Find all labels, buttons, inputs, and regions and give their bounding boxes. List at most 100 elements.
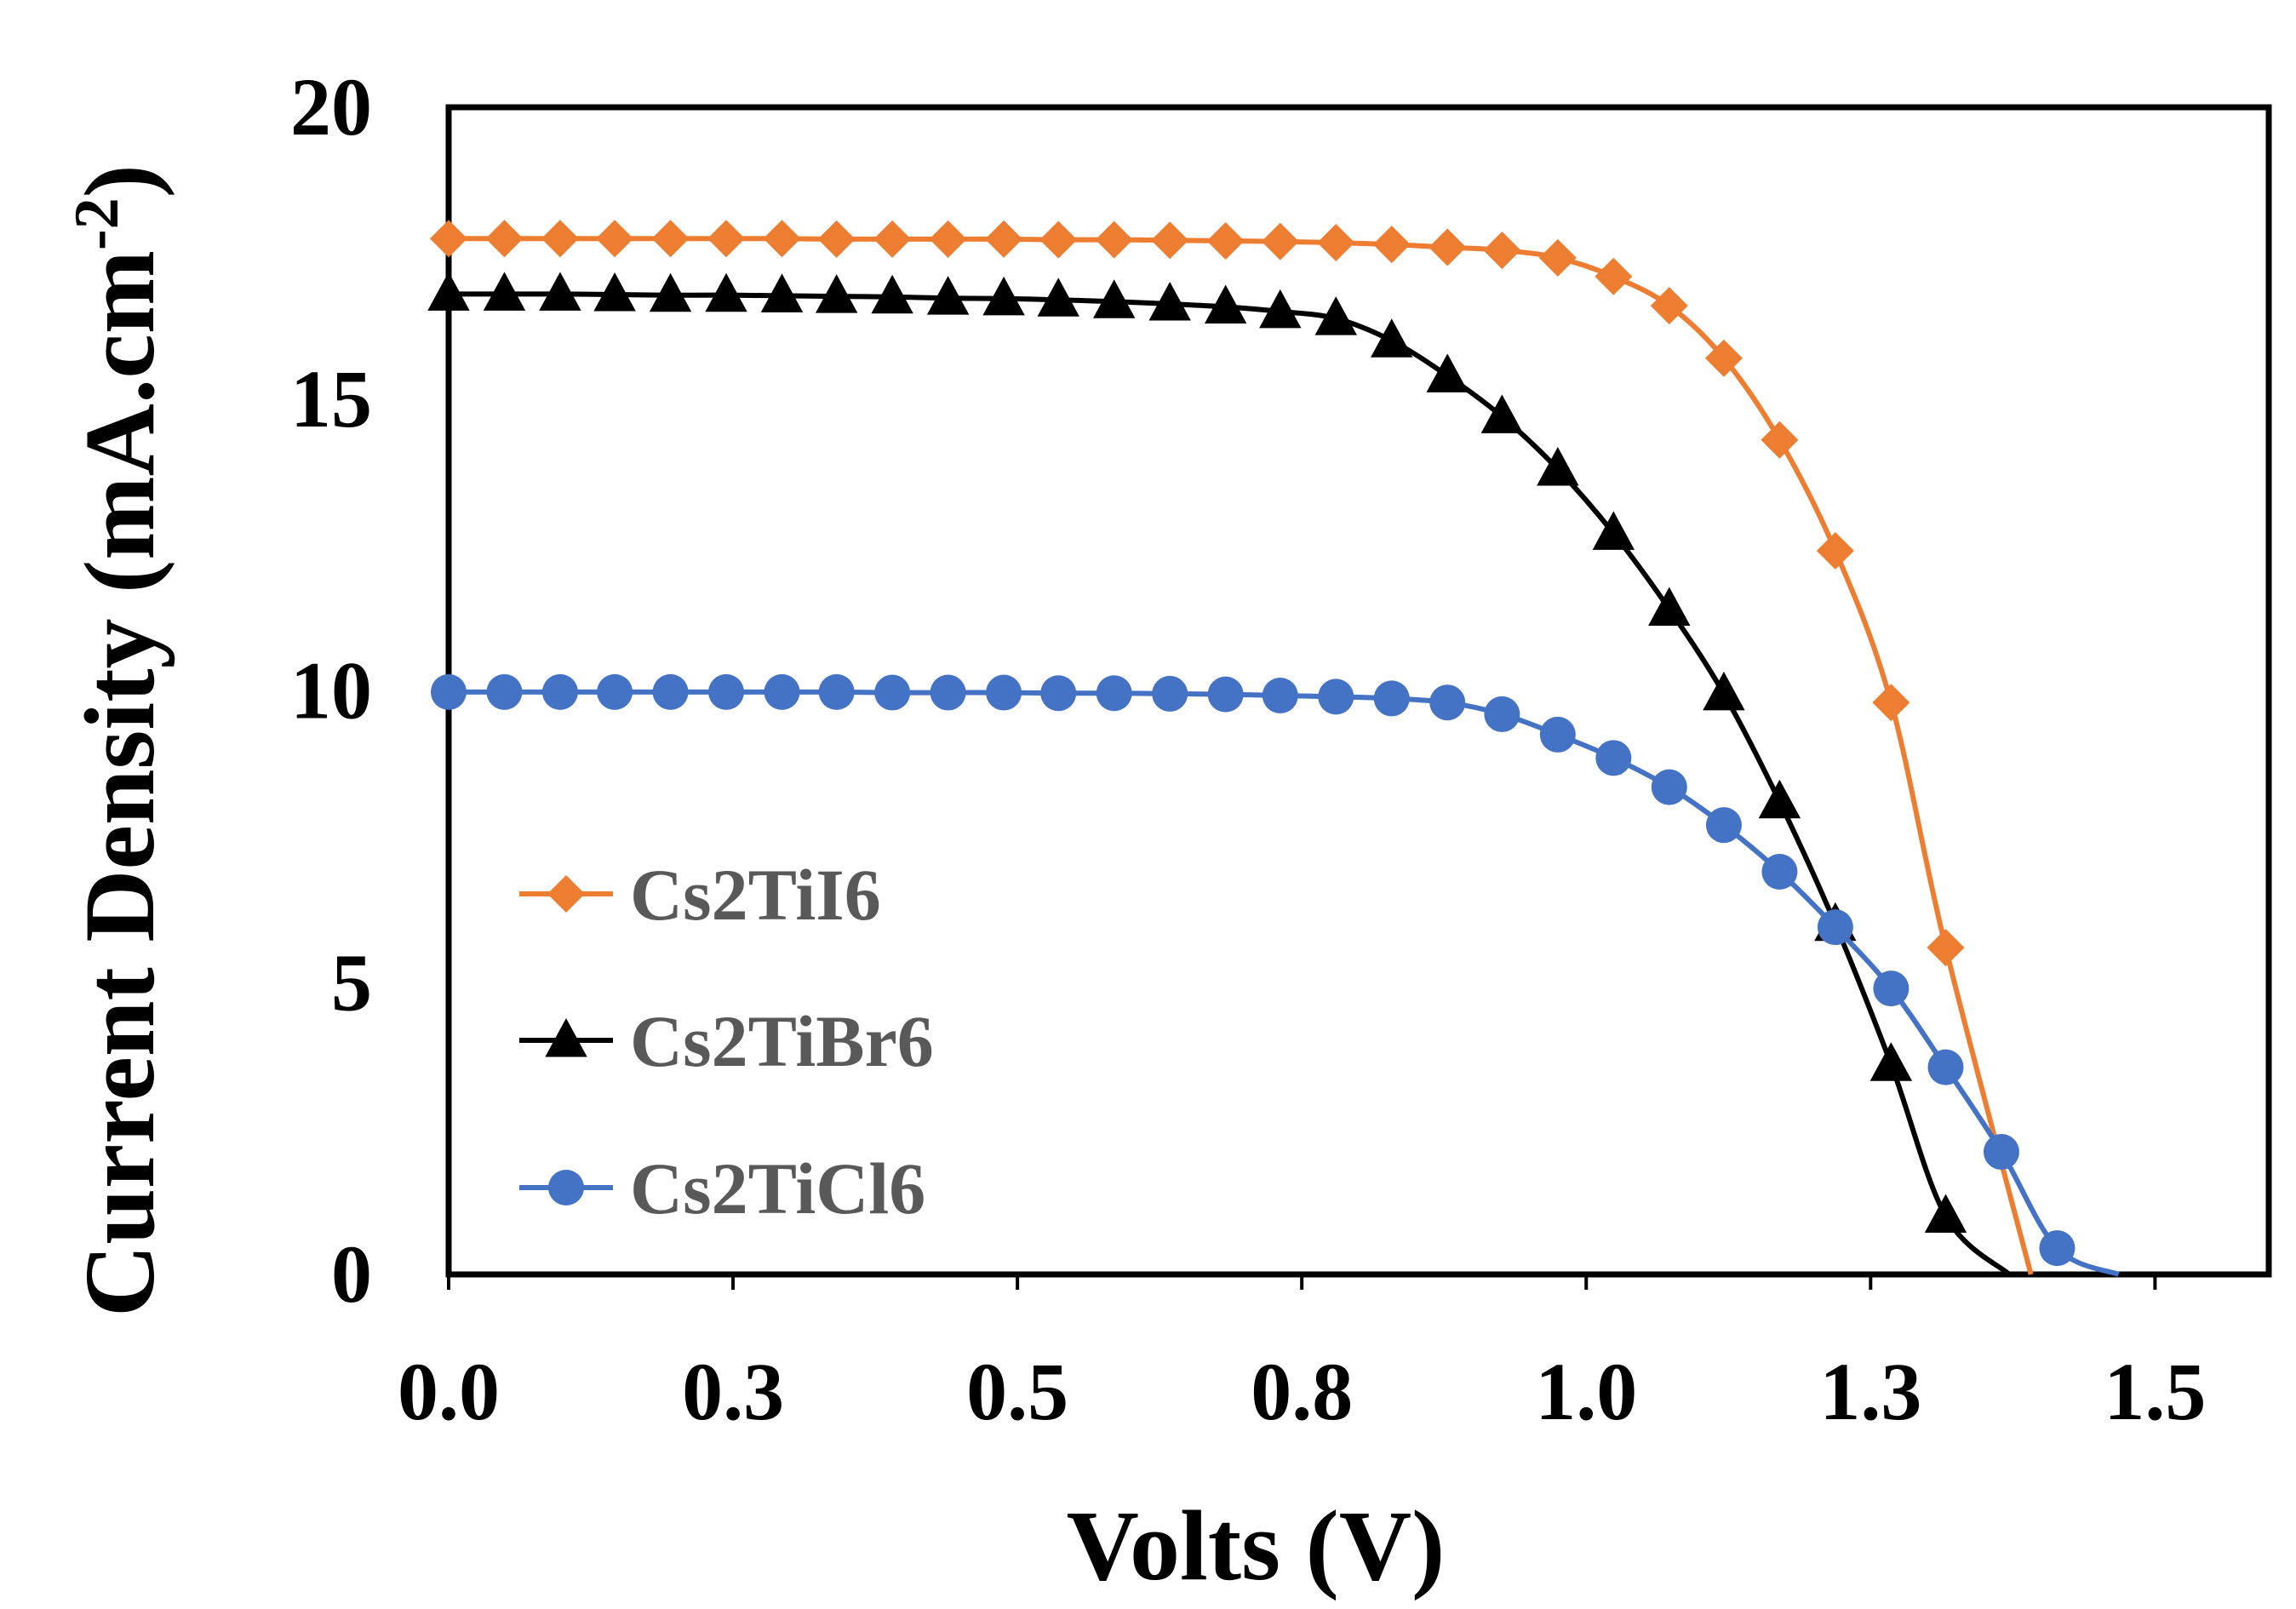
data-point-cs2ticl6 <box>1705 807 1742 844</box>
data-point-cs2tibr6 <box>926 276 970 315</box>
x-tick-label: 1.5 <box>2104 1346 2206 1437</box>
y-tick-label: 0 <box>331 1228 372 1320</box>
data-point-cs2tii6 <box>1816 531 1854 570</box>
data-point-cs2tibr6 <box>427 272 470 311</box>
data-point-cs2ticl6 <box>1927 1049 1964 1085</box>
data-point-cs2tibr6 <box>1314 296 1357 335</box>
data-point-cs2tii6 <box>873 220 912 258</box>
data-point-cs2ticl6 <box>1373 680 1410 717</box>
data-point-cs2tibr6 <box>1758 779 1801 819</box>
data-point-cs2ticl6 <box>1429 684 1466 721</box>
x-tick-label: 0.0 <box>398 1346 500 1437</box>
legend-marker-cs2ticl6 <box>548 1170 584 1205</box>
data-point-cs2tii6 <box>1595 257 1633 295</box>
data-point-cs2tibr6 <box>1093 279 1136 318</box>
data-point-cs2ticl6 <box>1873 971 1910 1007</box>
x-tick-label: 1.0 <box>1535 1346 1637 1437</box>
data-point-cs2tii6 <box>596 220 634 258</box>
data-point-cs2ticl6 <box>1817 909 1853 946</box>
data-point-cs2ticl6 <box>818 673 855 710</box>
data-point-cs2tii6 <box>1761 421 1799 459</box>
data-point-cs2tibr6 <box>1426 353 1469 392</box>
x-tick-label: 0.8 <box>1251 1346 1353 1437</box>
legend-label-cs2tibr6: Cs2TiBr6 <box>630 1000 934 1082</box>
data-point-cs2tibr6 <box>1648 587 1691 627</box>
data-point-cs2ticl6 <box>652 673 689 710</box>
data-point-cs2ticl6 <box>2039 1230 2076 1267</box>
data-point-cs2ticl6 <box>1262 677 1298 713</box>
data-point-cs2ticl6 <box>1484 696 1520 732</box>
data-point-cs2tii6 <box>985 220 1023 258</box>
data-point-cs2tii6 <box>707 220 746 258</box>
legend-marker-cs2tibr6 <box>545 1018 587 1057</box>
x-axis-title: Volts (V) <box>1067 1490 1446 1601</box>
data-point-cs2tii6 <box>1372 226 1411 264</box>
data-point-cs2ticl6 <box>930 674 966 711</box>
data-point-cs2ticl6 <box>431 673 467 710</box>
data-point-cs2tii6 <box>1039 220 1078 259</box>
data-point-cs2tibr6 <box>1924 1194 1967 1233</box>
y-tick-label: 20 <box>290 61 372 152</box>
data-point-cs2ticl6 <box>1983 1134 2019 1171</box>
y-axis-title: Current Density (mA.cm-2) <box>62 164 175 1317</box>
data-point-cs2ticl6 <box>1595 740 1632 776</box>
data-point-cs2ticl6 <box>1096 675 1132 712</box>
y-axis-title-superscript: -2 <box>62 198 132 250</box>
data-point-cs2tibr6 <box>1037 278 1079 317</box>
data-point-cs2tii6 <box>1872 684 1910 722</box>
data-point-cs2tii6 <box>430 220 467 258</box>
data-point-cs2tibr6 <box>649 272 692 312</box>
data-point-cs2ticl6 <box>597 673 633 710</box>
data-point-cs2tii6 <box>1317 224 1355 262</box>
data-point-cs2ticl6 <box>1318 679 1354 715</box>
data-point-cs2ticl6 <box>486 673 523 710</box>
y-axis-title-text: Current Density (mA.cm <box>64 250 175 1317</box>
y-axis-title-close: ) <box>64 164 175 198</box>
data-point-cs2ticl6 <box>708 673 745 710</box>
data-point-cs2tii6 <box>485 220 524 258</box>
data-point-cs2ticl6 <box>1761 854 1798 890</box>
data-point-cs2tibr6 <box>871 274 913 314</box>
data-point-cs2tibr6 <box>539 272 581 311</box>
data-point-cs2tibr6 <box>982 276 1025 316</box>
data-point-cs2tibr6 <box>1869 1042 1913 1081</box>
data-point-cs2tii6 <box>1704 339 1743 377</box>
data-point-cs2tibr6 <box>1703 671 1745 711</box>
data-point-cs2tibr6 <box>483 272 526 311</box>
data-point-cs2ticl6 <box>874 674 911 711</box>
data-point-cs2tii6 <box>1538 238 1577 277</box>
x-tick-label: 0.3 <box>682 1346 784 1437</box>
data-point-cs2tibr6 <box>1592 511 1635 550</box>
data-point-cs2tii6 <box>1095 220 1133 259</box>
data-point-cs2tii6 <box>541 220 579 258</box>
x-tick-label: 1.3 <box>1819 1346 1921 1437</box>
data-point-cs2tii6 <box>1261 222 1299 261</box>
data-point-cs2tii6 <box>651 220 690 258</box>
data-point-cs2tii6 <box>817 220 856 258</box>
data-point-cs2ticl6 <box>986 674 1022 711</box>
legend-marker-cs2tii6 <box>547 875 585 913</box>
data-point-cs2tii6 <box>1206 221 1245 260</box>
data-point-cs2tii6 <box>1483 231 1521 269</box>
y-tick-label: 15 <box>290 353 372 444</box>
data-point-cs2ticl6 <box>1152 675 1188 712</box>
data-point-cs2tibr6 <box>593 272 636 312</box>
data-point-cs2ticl6 <box>1651 769 1687 805</box>
data-point-cs2tibr6 <box>1537 447 1579 486</box>
data-point-cs2tibr6 <box>1204 284 1247 324</box>
legend-label-cs2tii6: Cs2TiI6 <box>630 854 881 936</box>
data-point-cs2tibr6 <box>1148 282 1191 321</box>
data-point-cs2tii6 <box>763 220 801 258</box>
data-point-cs2ticl6 <box>1040 675 1077 712</box>
data-point-cs2ticl6 <box>764 673 800 710</box>
data-point-cs2tii6 <box>1429 228 1467 266</box>
y-tick-label: 10 <box>290 645 372 736</box>
data-point-cs2tibr6 <box>705 272 747 312</box>
plot-layer: 0.0 0.3 0.5 0.8 1.0 1.3 1.5 0 5 10 15 20 Cs2TiI6 Cs2T… <box>290 61 2272 1437</box>
data-point-cs2tibr6 <box>815 274 858 313</box>
data-point-cs2tii6 <box>929 220 967 258</box>
data-point-cs2tii6 <box>1927 929 1965 967</box>
x-tick-label: 0.5 <box>966 1346 1068 1437</box>
